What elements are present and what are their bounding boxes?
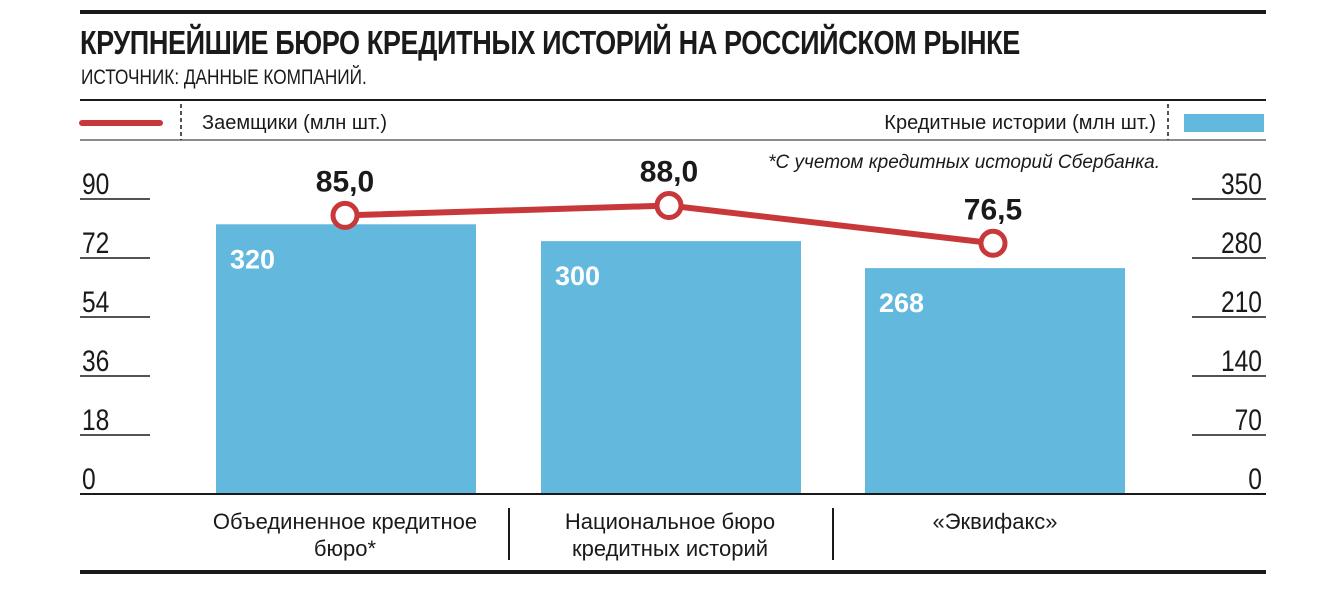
left-axis: 0 18 36 54 72 90 <box>80 167 150 496</box>
line-series: 85,0 88,0 76,5 <box>316 156 1022 258</box>
bar <box>216 224 476 495</box>
right-axis: 0 70 140 210 280 350 <box>1192 167 1266 496</box>
footnote: *С учетом кредитных историй Сбербанка. <box>768 152 1160 173</box>
top-rule <box>80 10 1266 14</box>
bar-value-label: 268 <box>879 288 924 318</box>
left-tick-label: 18 <box>82 403 109 437</box>
bars: 320 300 268 <box>216 224 1125 495</box>
right-tick-label: 210 <box>1221 285 1262 319</box>
category-label-1: Объединенное кредитное бюро* <box>212 509 478 561</box>
line-point-label: 88,0 <box>640 156 698 189</box>
legend-bar-label: Кредитные истории (млн шт.) <box>884 112 1156 134</box>
line-point <box>654 191 684 221</box>
right-tick-label: 70 <box>1235 403 1262 437</box>
line-point <box>330 200 360 230</box>
legend-bar-swatch <box>1184 114 1264 132</box>
right-tick-label: 0 <box>1248 462 1262 496</box>
chart-title: КРУПНЕЙШИЕ БЮРО КРЕДИТНЫХ ИСТОРИЙ НА РОС… <box>80 24 1020 61</box>
bar-value-label: 320 <box>230 244 275 274</box>
bar-value-label: 300 <box>555 261 600 291</box>
category-label-3: «Эквифакс» <box>932 509 1058 534</box>
right-tick-label: 350 <box>1221 167 1262 201</box>
bar <box>865 268 1125 494</box>
chart-subtitle: ИСТОЧНИК: ДАННЫЕ КОМПАНИЙ. <box>81 66 367 89</box>
left-tick-label: 36 <box>82 344 109 378</box>
legend-top-rule <box>80 99 1266 101</box>
legend-line-label: Заемщики (млн шт.) <box>202 112 388 134</box>
left-tick-label: 54 <box>82 285 109 319</box>
line-point-label: 76,5 <box>964 193 1022 226</box>
line-point <box>978 228 1008 258</box>
left-tick-label: 90 <box>82 167 109 201</box>
left-tick-label: 0 <box>82 462 96 496</box>
category-label-2: Национальное бюро кредитных историй <box>564 509 776 561</box>
line-point-label: 85,0 <box>316 165 374 198</box>
left-tick-label: 72 <box>82 226 109 260</box>
bar <box>541 241 801 494</box>
right-tick-label: 280 <box>1221 226 1262 260</box>
right-tick-label: 140 <box>1221 344 1262 378</box>
